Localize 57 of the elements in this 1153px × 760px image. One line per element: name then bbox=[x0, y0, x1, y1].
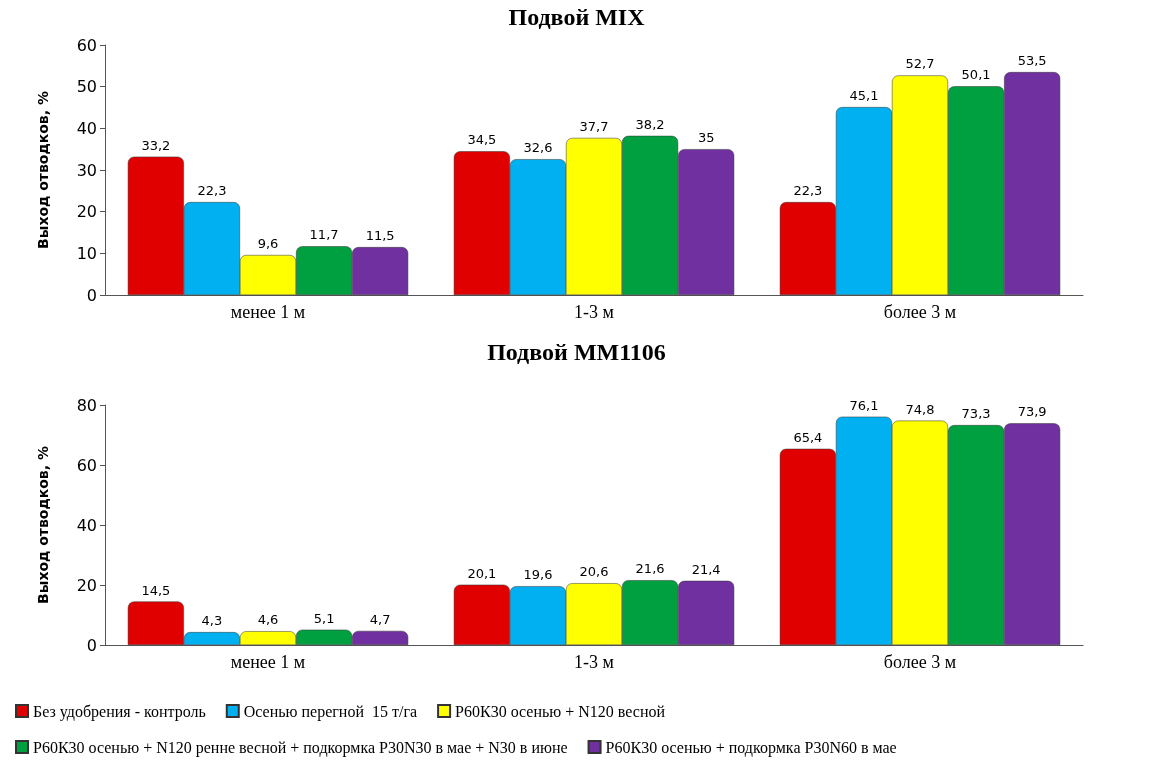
x-tick-label: 1-3 м bbox=[574, 302, 614, 322]
data-label: 50,1 bbox=[961, 67, 991, 83]
y-tick-label: 50 bbox=[76, 77, 97, 97]
data-label: 14,5 bbox=[141, 582, 171, 598]
data-label: 45,1 bbox=[849, 88, 879, 104]
data-label: 53,5 bbox=[1017, 53, 1047, 69]
data-label: 37,7 bbox=[579, 118, 609, 134]
data-label: 11,5 bbox=[365, 228, 395, 244]
y-tick-label: 60 bbox=[76, 35, 97, 55]
data-label: 9,6 bbox=[257, 236, 279, 251]
y-tick-label: 20 bbox=[76, 575, 97, 595]
data-label: 52,7 bbox=[905, 56, 935, 72]
data-label: 11,7 bbox=[309, 227, 339, 243]
data-label: 21,4 bbox=[691, 561, 721, 577]
data-label: 76,1 bbox=[849, 397, 879, 413]
data-label: 4,7 bbox=[369, 611, 391, 627]
chart-title: Подвой ММ1106 bbox=[487, 339, 666, 365]
data-label: 34,5 bbox=[467, 132, 497, 148]
data-label: 38,2 bbox=[635, 116, 665, 132]
y-tick-label: 40 bbox=[76, 515, 97, 535]
y-axis-title: Выход отводков, % bbox=[35, 91, 51, 249]
data-label: 4,6 bbox=[257, 612, 279, 628]
x-tick-label: менее 1 м bbox=[230, 652, 306, 672]
legend-label: Р60К30 осенью + N120 ренне весной + подкормка Р30N30 в мае + N30 в июне bbox=[33, 738, 568, 757]
data-label: 32,6 bbox=[523, 140, 553, 156]
data-label: 74,8 bbox=[905, 401, 935, 417]
x-tick-label: более 3 м bbox=[883, 652, 957, 672]
y-tick-label: 0 bbox=[86, 285, 97, 305]
x-tick-label: менее 1 м bbox=[230, 302, 306, 322]
legend-label: Осенью перегной 15 т/га bbox=[243, 702, 418, 721]
y-tick-label: 10 bbox=[76, 243, 97, 263]
data-label: 20,1 bbox=[467, 565, 497, 581]
data-label: 22,3 bbox=[197, 183, 227, 199]
y-tick-label: 30 bbox=[76, 160, 97, 180]
y-tick-label: 40 bbox=[76, 118, 97, 138]
y-tick-label: 80 bbox=[76, 395, 97, 415]
data-label: 21,6 bbox=[635, 561, 665, 577]
y-axis-title: Выход отводков, % bbox=[35, 446, 51, 604]
x-tick-label: 1-3 м bbox=[574, 652, 614, 672]
data-label: 35 bbox=[697, 130, 715, 146]
data-label: 22,3 bbox=[793, 183, 823, 199]
data-label: 65,4 bbox=[793, 429, 823, 445]
legend-label: Без удобрения - контроль bbox=[33, 702, 206, 721]
data-label: 4,3 bbox=[201, 613, 223, 629]
data-label: 73,3 bbox=[961, 406, 991, 422]
y-tick-label: 20 bbox=[76, 202, 97, 222]
y-tick-label: 0 bbox=[86, 635, 97, 655]
data-label: 33,2 bbox=[141, 137, 171, 153]
legend-label: Р60К30 осенью + подкормка Р30N60 в мае bbox=[605, 738, 897, 757]
data-label: 73,9 bbox=[1017, 404, 1047, 420]
chart-title: Подвой MIX bbox=[508, 4, 646, 30]
x-tick-label: более 3 м bbox=[883, 302, 957, 322]
data-label: 20,6 bbox=[579, 564, 609, 580]
legend-label: Р60К30 осенью + N120 весной bbox=[455, 702, 666, 720]
y-tick-label: 60 bbox=[76, 455, 97, 475]
data-label: 5,1 bbox=[313, 610, 335, 626]
data-label: 19,6 bbox=[523, 567, 553, 583]
